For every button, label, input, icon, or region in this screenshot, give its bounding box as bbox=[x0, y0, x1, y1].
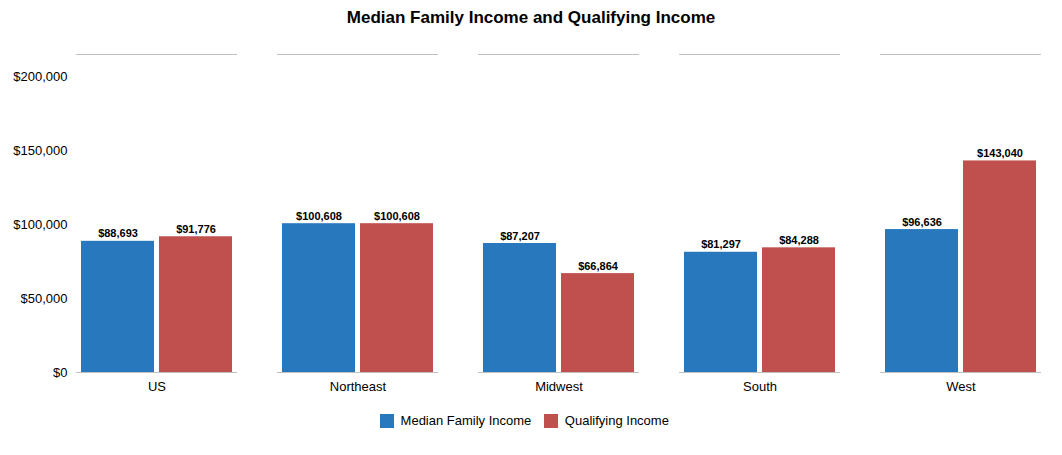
svg-text:$100,608: $100,608 bbox=[374, 210, 420, 222]
svg-text:$66,864: $66,864 bbox=[578, 260, 619, 272]
svg-text:$84,288: $84,288 bbox=[779, 234, 819, 246]
svg-text:West: West bbox=[946, 379, 976, 394]
svg-text:US: US bbox=[148, 379, 166, 394]
html-text:Median Family Income: Median Family Income bbox=[400, 413, 532, 428]
html-text:Qualifying Income: Qualifying Income bbox=[564, 413, 669, 428]
svg-text:$87,207: $87,207 bbox=[500, 230, 540, 242]
svg-text:Midwest: Midwest bbox=[535, 379, 583, 394]
svg-text:$96,636: $96,636 bbox=[902, 216, 942, 228]
svg-text:$100,608: $100,608 bbox=[296, 210, 342, 222]
svg-text:$150,000: $150,000 bbox=[13, 143, 67, 158]
html-text:Median Family Income and Quali: Median Family Income and Qualifying Inco… bbox=[346, 8, 716, 27]
svg-text:$200,000: $200,000 bbox=[13, 69, 67, 84]
svg-text:$100,000: $100,000 bbox=[13, 217, 67, 232]
svg-text:$91,776: $91,776 bbox=[176, 223, 216, 235]
svg-text:$81,297: $81,297 bbox=[701, 238, 741, 250]
svg-text:$143,040: $143,040 bbox=[977, 147, 1023, 159]
svg-text:$0: $0 bbox=[53, 365, 67, 380]
svg-text:$50,000: $50,000 bbox=[21, 291, 68, 306]
svg-text:$88,693: $88,693 bbox=[98, 227, 138, 239]
svg-text:South: South bbox=[743, 379, 777, 394]
svg-text:Northeast: Northeast bbox=[330, 379, 387, 394]
